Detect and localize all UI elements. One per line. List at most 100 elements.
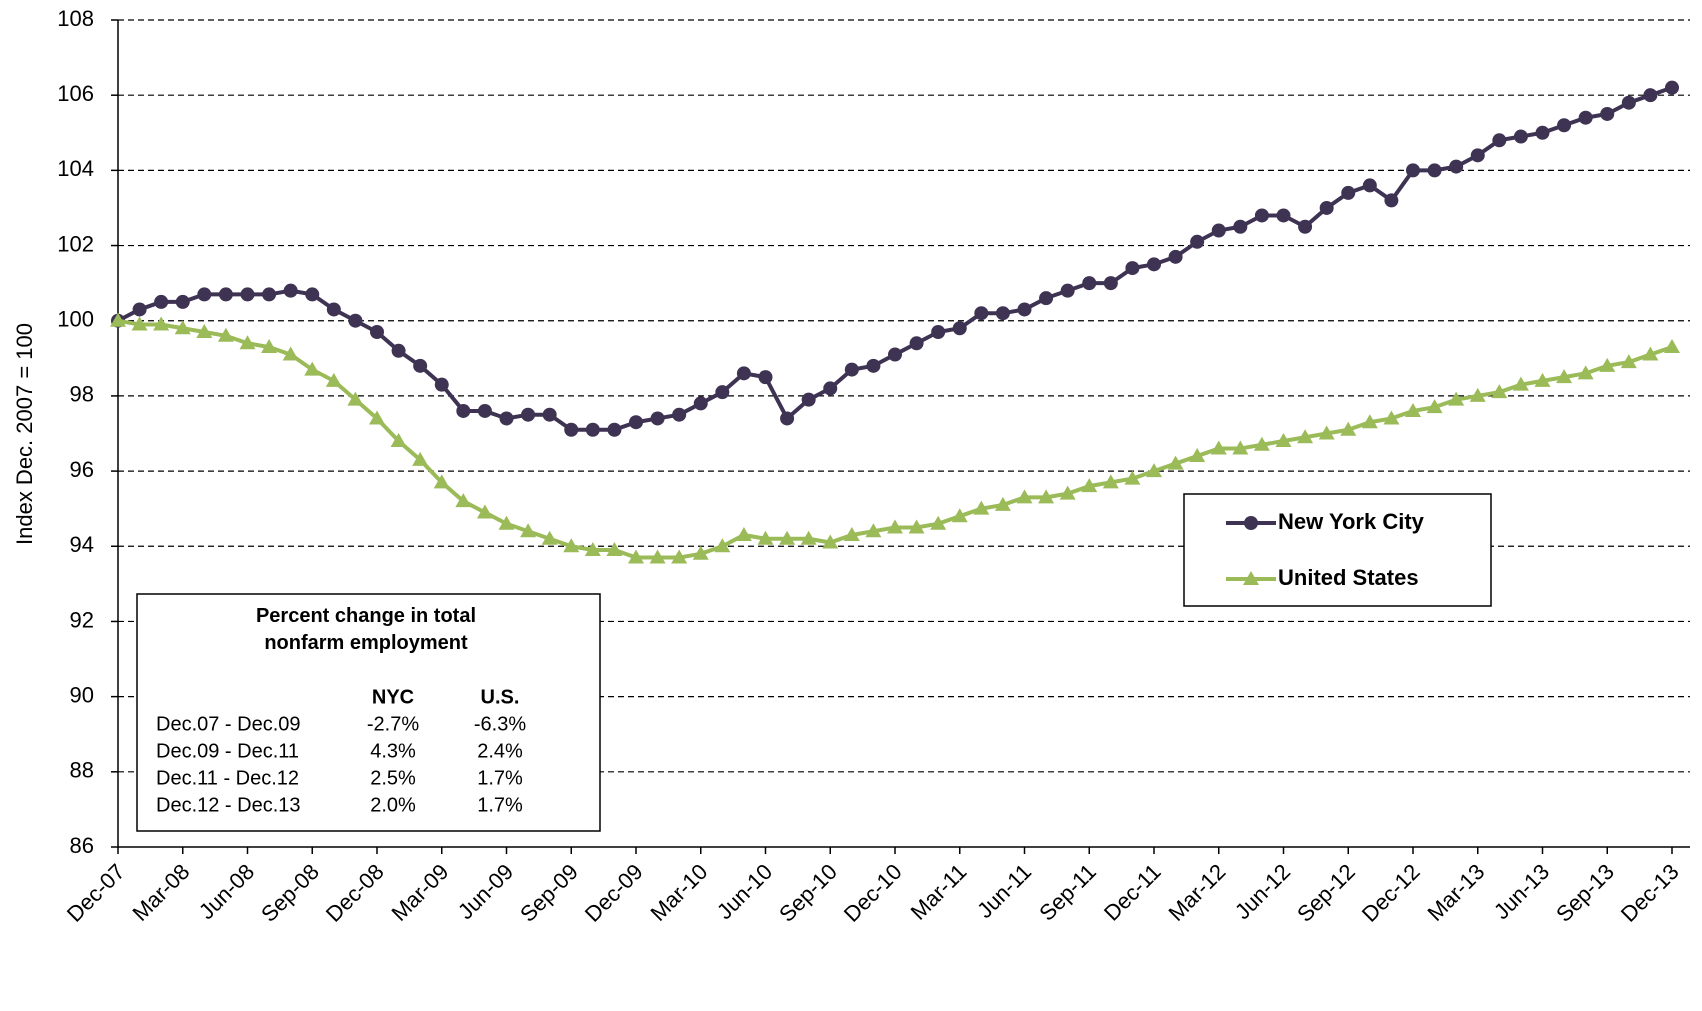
table-header: NYC bbox=[372, 686, 414, 708]
x-tick-label: Sep-10 bbox=[774, 859, 842, 927]
data-point bbox=[649, 549, 666, 564]
data-point bbox=[994, 496, 1011, 511]
x-tick-label: Dec-08 bbox=[321, 859, 389, 927]
data-point bbox=[413, 358, 428, 373]
legend-label: New York City bbox=[1278, 509, 1425, 534]
x-tick-label: Dec-10 bbox=[839, 859, 907, 927]
data-point bbox=[1405, 402, 1421, 417]
y-tick-label: 94 bbox=[70, 532, 94, 557]
data-point bbox=[282, 346, 299, 361]
data-point bbox=[498, 515, 515, 530]
stats-table: Percent change in total nonfarm employmen… bbox=[136, 593, 601, 832]
data-point bbox=[693, 396, 708, 411]
data-point bbox=[1557, 118, 1572, 133]
data-point bbox=[1253, 436, 1270, 451]
data-point bbox=[174, 320, 191, 335]
data-point bbox=[973, 500, 990, 515]
data-point bbox=[369, 410, 385, 425]
table-cell: -2.7% bbox=[367, 713, 419, 735]
data-point bbox=[1427, 163, 1442, 178]
data-point bbox=[1470, 148, 1485, 163]
data-point bbox=[1642, 346, 1659, 361]
data-point bbox=[607, 422, 622, 437]
data-point bbox=[585, 422, 600, 437]
data-point bbox=[1492, 133, 1507, 148]
x-tick-label: Sep-11 bbox=[1034, 859, 1101, 926]
data-point bbox=[1643, 88, 1658, 103]
data-point bbox=[1038, 489, 1055, 504]
data-point bbox=[1318, 425, 1335, 440]
data-point bbox=[757, 530, 774, 545]
x-tick-label: Mar-09 bbox=[386, 859, 453, 926]
data-point bbox=[1017, 302, 1032, 317]
data-point bbox=[520, 523, 537, 538]
data-point bbox=[1210, 440, 1227, 455]
x-tick-label: Dec-13 bbox=[1616, 859, 1684, 927]
data-point bbox=[1168, 249, 1183, 264]
data-point bbox=[304, 361, 321, 376]
x-tick-label: Dec-07 bbox=[62, 859, 130, 927]
x-tick-label: Jun-09 bbox=[453, 859, 518, 924]
data-point bbox=[1082, 276, 1097, 291]
table-title-line: nonfarm employment bbox=[264, 632, 468, 654]
data-point bbox=[175, 294, 190, 309]
data-point bbox=[801, 392, 816, 407]
data-point bbox=[1535, 125, 1550, 140]
data-point bbox=[131, 316, 148, 331]
data-point bbox=[521, 407, 536, 422]
table-box bbox=[136, 593, 601, 832]
data-point bbox=[844, 362, 859, 377]
data-point bbox=[1039, 291, 1054, 306]
data-point bbox=[261, 339, 278, 354]
data-point bbox=[456, 403, 471, 418]
data-point bbox=[1599, 357, 1616, 372]
data-point bbox=[1665, 80, 1679, 95]
data-point bbox=[1297, 429, 1314, 444]
data-point bbox=[672, 407, 687, 422]
data-point bbox=[1621, 95, 1636, 110]
table-cell: 2.0% bbox=[370, 794, 416, 816]
data-point bbox=[132, 302, 147, 317]
data-point bbox=[1534, 372, 1551, 387]
data-point bbox=[1384, 193, 1399, 208]
y-tick-label: 108 bbox=[57, 6, 94, 31]
data-point bbox=[1383, 410, 1400, 425]
y-tick-label: 90 bbox=[70, 682, 94, 707]
data-point bbox=[735, 526, 752, 541]
data-point bbox=[1512, 376, 1529, 391]
data-point bbox=[629, 415, 643, 430]
data-point bbox=[1406, 163, 1420, 178]
data-point bbox=[1102, 474, 1119, 489]
table-row-label: Dec.12 - Dec.13 bbox=[156, 794, 301, 816]
data-point bbox=[866, 358, 881, 373]
data-point bbox=[1362, 178, 1377, 193]
y-tick-label: 106 bbox=[57, 81, 94, 106]
data-point bbox=[412, 451, 429, 466]
x-tick-label: Sep-09 bbox=[515, 859, 583, 927]
y-tick-label: 92 bbox=[70, 607, 94, 632]
data-point bbox=[1103, 276, 1118, 291]
data-point bbox=[283, 283, 298, 298]
y-tick-label: 102 bbox=[57, 231, 94, 256]
data-point bbox=[434, 377, 449, 392]
data-point bbox=[347, 391, 364, 406]
series-line bbox=[117, 85, 1673, 432]
legend-marker bbox=[1244, 516, 1258, 530]
table-cell: -6.3% bbox=[474, 713, 526, 735]
legend-label: United States bbox=[1278, 565, 1419, 590]
data-point bbox=[1340, 421, 1357, 436]
data-point bbox=[1620, 354, 1637, 369]
x-tick-label: Mar-11 bbox=[906, 859, 972, 925]
data-point bbox=[1081, 478, 1098, 493]
data-point bbox=[952, 321, 967, 336]
data-point bbox=[931, 325, 946, 340]
y-axis-label: Index Dec. 2007 = 100 bbox=[12, 323, 37, 545]
data-point bbox=[1276, 208, 1291, 223]
x-tick-label: Dec-09 bbox=[580, 859, 648, 927]
data-point bbox=[692, 545, 709, 560]
table-cell: 1.7% bbox=[477, 794, 523, 816]
data-point bbox=[1060, 283, 1075, 298]
x-tick-label: Mar-08 bbox=[127, 859, 194, 926]
data-point bbox=[541, 530, 558, 545]
